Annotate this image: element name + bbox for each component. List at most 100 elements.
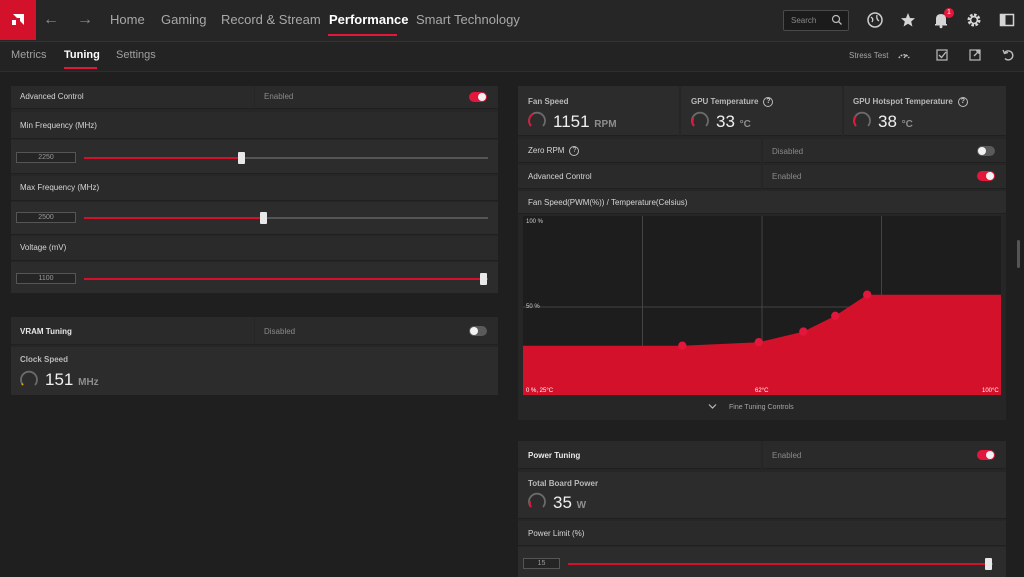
help-icon[interactable]: ? bbox=[569, 146, 580, 156]
max-frequency-control: 2500 bbox=[11, 202, 498, 235]
curve-point-5[interactable] bbox=[863, 290, 872, 299]
voltage-label: Voltage (mV) bbox=[20, 243, 67, 252]
min-frequency-control: 2250 bbox=[11, 140, 498, 174]
help-icon[interactable]: ? bbox=[957, 97, 968, 107]
amd-logo-icon bbox=[12, 14, 24, 25]
hotspot-temp-label-wrap: GPU Hotspot Temperature? bbox=[853, 97, 968, 107]
fan-speed-readout: 1151 RPM bbox=[553, 112, 617, 132]
chart-points bbox=[678, 290, 872, 350]
power-limit-header: Power Limit (%) bbox=[518, 521, 1006, 546]
x-tick-label-mid: 62°C bbox=[755, 388, 769, 394]
speedometer-icon[interactable] bbox=[896, 47, 912, 63]
max-frequency-slider[interactable] bbox=[84, 217, 488, 219]
max-frequency-label: Max Frequency (MHz) bbox=[20, 183, 100, 192]
nav-record-stream[interactable]: Record & Stream bbox=[221, 12, 321, 27]
min-frequency-input[interactable]: 2250 bbox=[16, 152, 76, 163]
bell-icon[interactable] bbox=[932, 11, 950, 29]
fine-tuning-controls-label: Fine Tuning Controls bbox=[729, 404, 794, 411]
tab-settings[interactable]: Settings bbox=[116, 49, 156, 61]
nav-home[interactable]: Home bbox=[110, 12, 145, 27]
y-tick-label-100: 100 % bbox=[526, 219, 544, 225]
search-input[interactable]: Search bbox=[783, 10, 849, 31]
amd-logo[interactable] bbox=[0, 0, 36, 40]
star-icon[interactable] bbox=[899, 11, 917, 29]
notification-badge: 1 bbox=[944, 8, 954, 18]
gpu-tuning-panel: Advanced Control Enabled Min Frequency (… bbox=[11, 86, 498, 294]
fan-advanced-control-toggle[interactable] bbox=[977, 171, 995, 181]
zero-rpm-label: Zero RPM bbox=[528, 146, 565, 156]
apply-icon[interactable] bbox=[934, 47, 950, 63]
nav-performance[interactable]: Performance bbox=[329, 12, 409, 27]
fan-advanced-control-status: Enabled bbox=[772, 172, 802, 181]
top-navigation-bar: ← → Home Gaming Record & Stream Performa… bbox=[0, 0, 1024, 42]
fan-curve-title: Fan Speed(PWM(%)) / Temperature(Celsius) bbox=[528, 198, 688, 207]
fan-speed-label: Fan Speed bbox=[528, 97, 569, 106]
forward-arrow-icon[interactable]: → bbox=[77, 11, 93, 28]
board-power-value: 35 bbox=[553, 493, 572, 512]
back-arrow-icon[interactable]: ← bbox=[43, 11, 59, 28]
fan-speed-gauge-icon bbox=[528, 111, 546, 127]
export-icon[interactable] bbox=[967, 47, 983, 63]
power-tuning-toggle[interactable] bbox=[977, 450, 995, 460]
vram-tuning-toggle[interactable] bbox=[469, 326, 487, 336]
board-power-gauge-icon bbox=[528, 492, 546, 508]
gear-icon[interactable] bbox=[965, 11, 983, 29]
tab-metrics[interactable]: Metrics bbox=[11, 49, 47, 61]
zero-rpm-toggle[interactable] bbox=[977, 146, 995, 156]
tab-tuning[interactable]: Tuning bbox=[64, 49, 100, 61]
clock-speed-value: 151 bbox=[45, 370, 74, 389]
zero-rpm-label-wrap: Zero RPM? bbox=[528, 146, 580, 156]
fan-speed-unit: RPM bbox=[594, 119, 617, 130]
vram-tuning-status-cell: Disabled bbox=[255, 317, 498, 345]
gpu-temp-value: 33 bbox=[716, 112, 735, 131]
reset-icon[interactable] bbox=[1000, 47, 1016, 63]
fan-speed-value: 1151 bbox=[553, 112, 590, 131]
hotspot-temp-value: 38 bbox=[878, 112, 897, 131]
hotspot-temp-gauge-icon bbox=[853, 111, 871, 127]
voltage-input[interactable]: 1100 bbox=[16, 273, 76, 284]
stress-test-label[interactable]: Stress Test bbox=[849, 51, 889, 60]
power-limit-slider[interactable] bbox=[568, 563, 993, 565]
clock-speed-readout: 151 MHz bbox=[45, 370, 99, 390]
max-frequency-slider-thumb[interactable] bbox=[259, 212, 267, 224]
power-tuning-status: Enabled bbox=[772, 451, 802, 460]
min-frequency-slider[interactable] bbox=[84, 157, 488, 159]
fan-curve-header: Fan Speed(PWM(%)) / Temperature(Celsius) bbox=[518, 191, 1006, 214]
gpu-temp-label: GPU Temperature bbox=[691, 97, 759, 107]
search-placeholder: Search bbox=[791, 16, 817, 25]
advanced-control-label: Advanced Control bbox=[20, 92, 84, 101]
curve-point-3[interactable] bbox=[799, 327, 808, 336]
advanced-control-row: Advanced Control bbox=[11, 86, 254, 109]
globe-icon[interactable] bbox=[866, 11, 884, 29]
curve-point-4[interactable] bbox=[831, 311, 840, 320]
power-limit-control: 15 bbox=[518, 547, 1006, 577]
tab-active-underline bbox=[64, 67, 97, 69]
power-tuning-title: Power Tuning bbox=[528, 451, 581, 460]
voltage-slider-thumb[interactable] bbox=[479, 273, 487, 285]
nav-gaming[interactable]: Gaming bbox=[161, 12, 207, 27]
voltage-slider[interactable] bbox=[84, 278, 488, 280]
sidebar-panel-icon[interactable] bbox=[998, 11, 1016, 29]
max-frequency-input[interactable]: 2500 bbox=[16, 212, 76, 223]
curve-point-1[interactable] bbox=[678, 341, 687, 350]
vram-tuning-panel: VRAM Tuning Disabled Clock Speed 151 MHz bbox=[11, 317, 498, 395]
fine-tuning-controls-toggle[interactable]: Fine Tuning Controls bbox=[518, 398, 1006, 418]
x-tick-label-end: 100°C bbox=[982, 388, 999, 394]
scrollbar-thumb[interactable] bbox=[1017, 240, 1020, 268]
power-limit-input[interactable]: 15 bbox=[523, 558, 560, 569]
zero-rpm-row: Zero RPM? bbox=[518, 139, 761, 163]
curve-point-2[interactable] bbox=[754, 338, 763, 347]
gpu-temp-unit: °C bbox=[739, 119, 751, 130]
fan-advanced-control-status-cell: Enabled bbox=[763, 165, 1006, 189]
vram-tuning-header: VRAM Tuning bbox=[11, 317, 254, 345]
advanced-control-toggle[interactable] bbox=[469, 92, 487, 102]
search-icon bbox=[831, 14, 842, 25]
fan-curve-chart[interactable]: 100 % 50 % 0 %, 25°C 62°C 100°C bbox=[523, 216, 1001, 395]
hotspot-temp-unit: °C bbox=[901, 119, 913, 130]
power-limit-label: Power Limit (%) bbox=[528, 529, 585, 538]
power-limit-slider-thumb[interactable] bbox=[984, 558, 992, 570]
min-frequency-slider-thumb[interactable] bbox=[237, 152, 245, 164]
advanced-control-status: Enabled bbox=[264, 92, 294, 101]
help-icon[interactable]: ? bbox=[763, 97, 774, 107]
nav-smart-technology[interactable]: Smart Technology bbox=[416, 12, 520, 27]
